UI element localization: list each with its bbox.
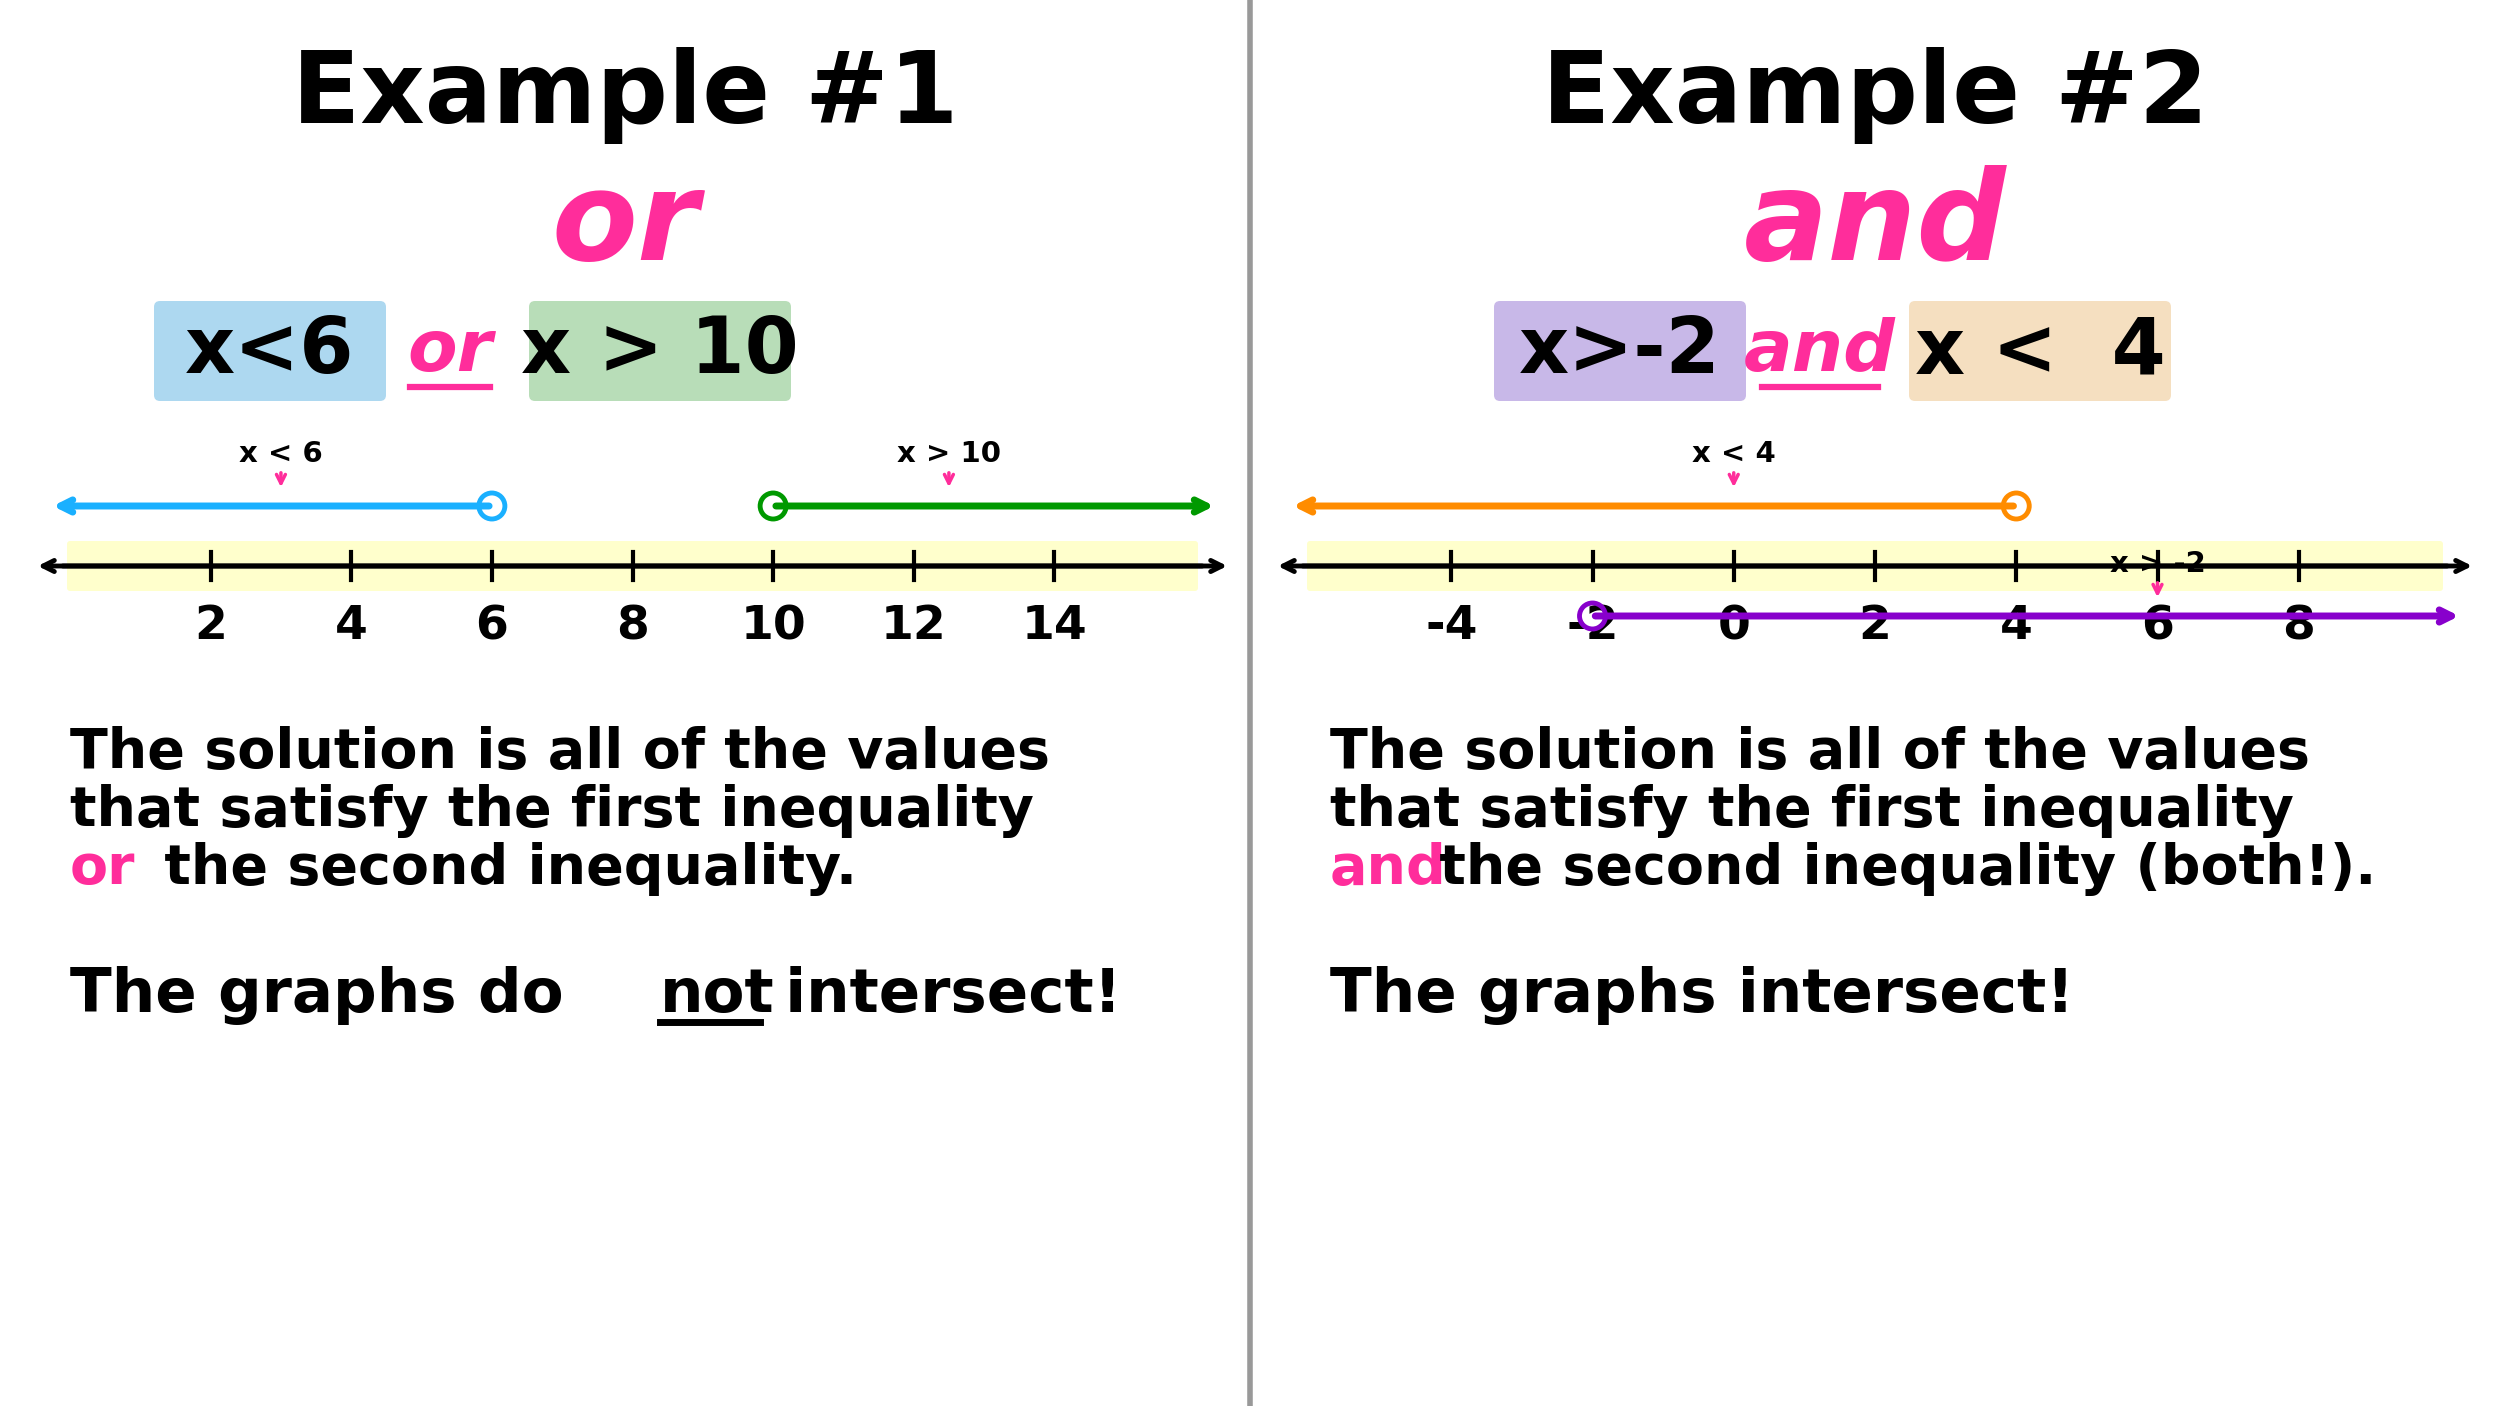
Text: that satisfy the first inequality: that satisfy the first inequality	[70, 785, 1035, 838]
Text: not: not	[660, 966, 775, 1025]
Text: and: and	[1745, 316, 1895, 385]
Text: x > 10: x > 10	[520, 314, 800, 389]
Text: intersect!: intersect!	[765, 966, 1122, 1025]
Text: 4: 4	[335, 605, 367, 650]
Text: 6: 6	[2140, 605, 2175, 650]
Text: 8: 8	[615, 605, 650, 650]
Text: 0: 0	[1718, 605, 1750, 650]
Text: The graphs do: The graphs do	[70, 966, 585, 1025]
FancyBboxPatch shape	[155, 301, 385, 401]
Text: -2: -2	[1565, 605, 1620, 650]
Text: The solution is all of the values: The solution is all of the values	[70, 725, 1050, 780]
FancyBboxPatch shape	[530, 301, 790, 401]
Text: 12: 12	[880, 605, 948, 650]
Text: 8: 8	[2282, 605, 2315, 650]
FancyBboxPatch shape	[1495, 301, 1745, 401]
Text: x < 4: x < 4	[1693, 440, 1775, 468]
Text: x > -2: x > -2	[2110, 550, 2205, 578]
Text: 14: 14	[1022, 605, 1088, 650]
Text: that satisfy the first inequality: that satisfy the first inequality	[1330, 785, 2295, 838]
Text: Example #2: Example #2	[1542, 48, 2208, 145]
FancyBboxPatch shape	[1308, 541, 2442, 591]
Text: and: and	[1742, 166, 2008, 287]
Text: or: or	[408, 316, 492, 385]
Text: 10: 10	[740, 605, 805, 650]
Text: x>-2: x>-2	[1520, 314, 1720, 389]
Text: Example #1: Example #1	[292, 48, 958, 145]
Text: -4: -4	[1425, 605, 1477, 650]
FancyBboxPatch shape	[68, 541, 1198, 591]
Text: x<6: x<6	[185, 314, 355, 389]
Text: The solution is all of the values: The solution is all of the values	[1330, 725, 2310, 780]
Text: 2: 2	[1858, 605, 1892, 650]
Text: x < 6: x < 6	[240, 440, 322, 468]
Text: or: or	[70, 842, 135, 896]
FancyBboxPatch shape	[1910, 301, 2170, 401]
Text: x > 10: x > 10	[898, 440, 1000, 468]
Text: 4: 4	[2000, 605, 2032, 650]
Text: The graphs intersect!: The graphs intersect!	[1330, 966, 2075, 1025]
Text: 6: 6	[475, 605, 508, 650]
Text: the second inequality.: the second inequality.	[145, 842, 858, 896]
Text: or: or	[550, 166, 700, 287]
Text: x <  4: x < 4	[1915, 314, 2165, 389]
Text: 2: 2	[195, 605, 228, 650]
Text: and: and	[1330, 842, 1447, 896]
Text: the second inequality (both!).: the second inequality (both!).	[1420, 842, 2375, 896]
